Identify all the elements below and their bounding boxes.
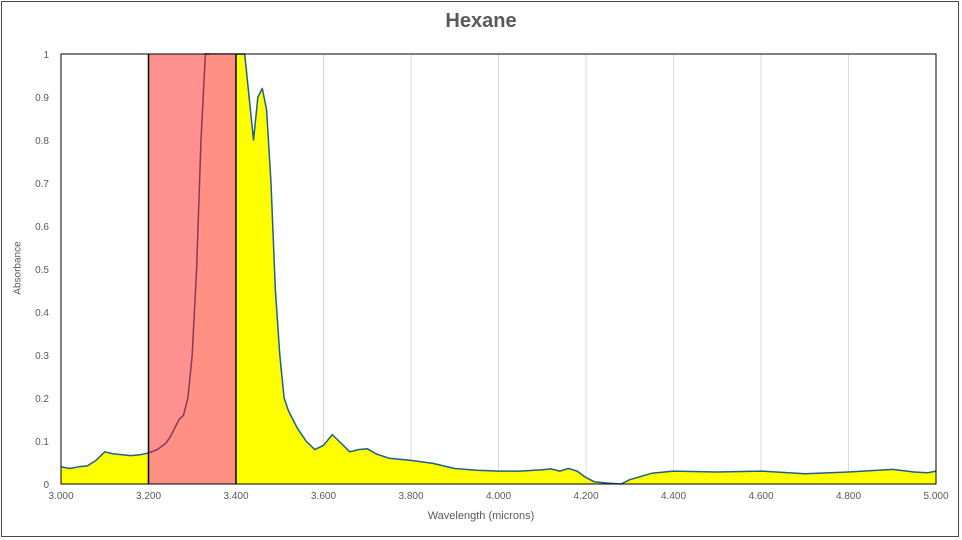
band-curve [148, 53, 210, 454]
y-tick-label: 0.4 [35, 308, 49, 319]
series-fill [61, 54, 936, 484]
x-tick-label: 4.600 [748, 491, 773, 502]
tick-labels: 3.000 3.200 3.400 3.600 3.800 4.000 4.200 4.400… [35, 50, 949, 502]
x-tick-label: 3.200 [136, 491, 161, 502]
x-tick-label: 3.400 [223, 491, 248, 502]
y-tick-label: 0.9 [35, 93, 49, 104]
highlight-band-rect [148, 54, 236, 484]
x-tick-label: 4.200 [573, 491, 598, 502]
highlight-band [147, 53, 237, 484]
x-tick-label: 4.000 [486, 491, 511, 502]
y-tick-label: 0.1 [35, 437, 49, 448]
chart-title: Hexane [445, 10, 517, 32]
y-tick-label: 1 [43, 50, 49, 61]
x-tick-label: 3.600 [311, 491, 336, 502]
plot-border [60, 53, 937, 485]
axes [60, 53, 937, 485]
y-tick-label: 0 [43, 480, 49, 491]
y-tick-label: 0.5 [35, 265, 49, 276]
x-tick-label: 4.400 [661, 491, 686, 502]
y-tick-label: 0.2 [35, 394, 49, 405]
y-tick-label: 0.7 [35, 179, 49, 190]
x-tick-label: 4.800 [836, 491, 861, 502]
x-tick-label: 3.000 [48, 491, 73, 502]
y-tick-label: 0.6 [35, 222, 49, 233]
y-tick-label: 0.3 [35, 351, 49, 362]
x-axis-label: Wavelength (microns) [427, 510, 535, 522]
x-tick-label: 5.000 [923, 491, 948, 502]
x-tick-label: 3.800 [398, 491, 423, 502]
y-tick-label: 0.8 [35, 136, 49, 147]
